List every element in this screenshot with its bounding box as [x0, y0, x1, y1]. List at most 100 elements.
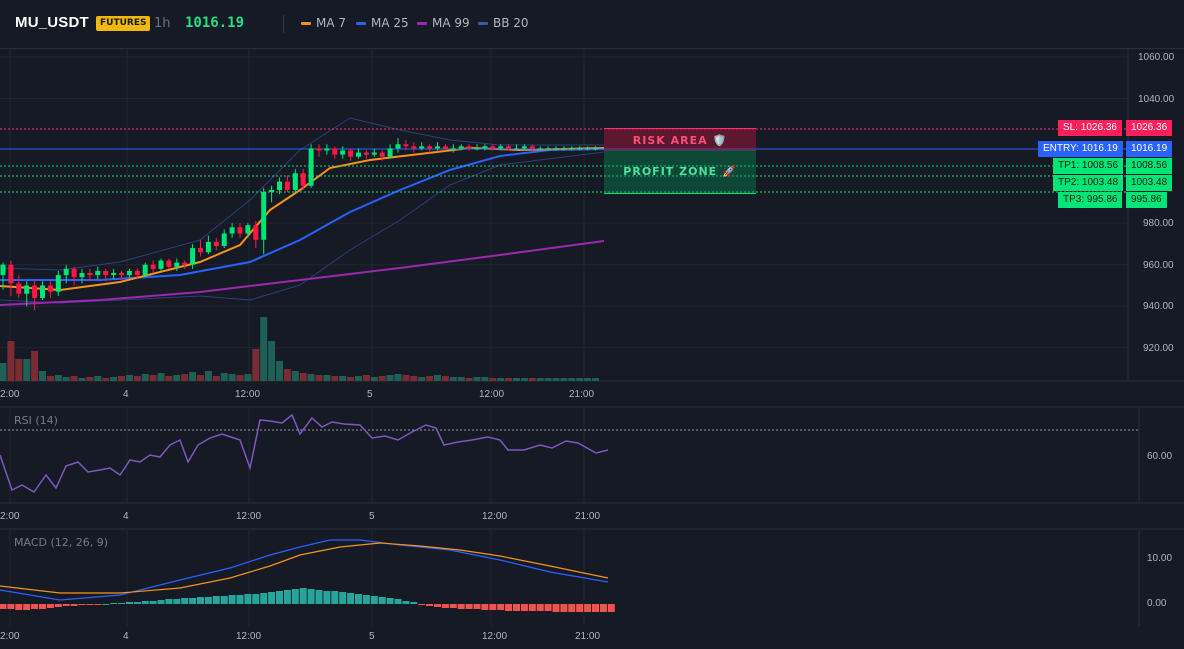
volume-bar — [94, 376, 102, 381]
macd-histogram-bar — [481, 604, 489, 610]
time-axis-label: 12:00 — [479, 389, 505, 400]
volume-bar — [355, 376, 362, 381]
volume-bar — [118, 376, 125, 381]
macd-histogram-bar — [592, 604, 599, 612]
candle-body — [119, 273, 124, 276]
candle-body — [245, 225, 251, 234]
candle-body — [585, 148, 591, 150]
volume-bar — [70, 376, 78, 381]
volume-bar — [31, 351, 39, 381]
macd-histogram-bar — [307, 589, 315, 604]
last-price: 1016.19 — [185, 15, 245, 31]
macd-histogram-bar — [110, 603, 118, 604]
volume-bar — [552, 378, 560, 381]
volume-bar — [141, 374, 149, 381]
tp2-axis-value: 1003.48 — [1126, 175, 1173, 191]
legend-ma7[interactable]: MA 7 — [301, 16, 346, 30]
legend-ma25[interactable]: MA 25 — [356, 16, 409, 30]
chart-canvas[interactable] — [0, 48, 1184, 649]
candle-body — [63, 268, 69, 276]
candle-body — [32, 285, 38, 298]
macd-histogram-bar — [552, 604, 560, 612]
candle-body — [47, 285, 53, 292]
time-axis-label: 21:00 — [575, 631, 601, 642]
macd-histogram-bar — [386, 598, 394, 604]
legend-bb20[interactable]: BB 20 — [478, 16, 529, 30]
price-axis-label: 920.00 — [1143, 343, 1174, 354]
volume-bar — [204, 371, 212, 381]
volume-bar — [149, 375, 157, 381]
time-axis-label: 12:00 — [235, 389, 261, 400]
candle-body — [427, 146, 433, 149]
time-axis-label: 12:00 — [236, 511, 262, 522]
candle-body — [537, 148, 543, 150]
macd-histogram-bar — [189, 598, 197, 604]
candle-body — [237, 227, 243, 234]
macd-histogram-bar — [418, 604, 426, 605]
macd-histogram-bar — [86, 604, 94, 605]
volume-bar — [528, 378, 536, 381]
candle-body — [103, 270, 109, 276]
candle-body — [134, 270, 140, 276]
timeframe-label[interactable]: 1h — [154, 16, 171, 31]
volume-bar — [189, 372, 197, 381]
volume-bar — [46, 376, 54, 381]
volume-bar — [23, 359, 31, 381]
volume-bar — [197, 375, 204, 381]
macd-histogram-bar — [165, 599, 173, 604]
ma25-line — [0, 148, 605, 281]
macd-histogram-bar — [520, 604, 528, 611]
candle-body — [253, 225, 259, 240]
time-axis-label: 2:00 — [0, 511, 20, 522]
macd-histogram-bar — [536, 604, 544, 611]
volume-bar — [244, 374, 252, 381]
macd-histogram-bar — [513, 604, 520, 611]
macd-histogram-bar — [39, 604, 46, 609]
volume-bar — [7, 341, 15, 381]
volume-bar — [362, 375, 370, 381]
candle-body — [577, 148, 583, 150]
legend-ma99-label: MA 99 — [432, 16, 470, 30]
chart-header: MU_USDT FUTURES 1h 1016.19 MA 7 MA 25 MA… — [0, 0, 1184, 49]
candle-body — [356, 152, 361, 157]
tp3-axis-value: 995.86 — [1126, 192, 1167, 208]
legend-ma99[interactable]: MA 99 — [417, 16, 470, 30]
volume-bar — [307, 374, 315, 381]
macd-signal-line — [0, 542, 609, 594]
candle-body — [182, 262, 188, 265]
time-axis-label: 4 — [123, 631, 129, 642]
candle-body — [16, 283, 22, 294]
macd-histogram-bar — [212, 596, 220, 604]
volume-bar — [315, 375, 323, 381]
ma99-line — [0, 240, 605, 306]
candle-body — [40, 285, 45, 298]
macd-histogram-bar — [23, 604, 31, 610]
candle-body — [363, 152, 369, 155]
volume-bar — [536, 378, 544, 381]
time-axis-label: 21:00 — [575, 511, 601, 522]
macd-histogram-bar — [283, 590, 291, 604]
macd-histogram-bar — [339, 592, 347, 604]
volume-bar — [54, 375, 62, 381]
candle-body — [0, 264, 6, 276]
candle-body — [174, 262, 180, 267]
volume-bar — [299, 373, 307, 381]
candle-body — [205, 241, 211, 253]
volume-bar — [410, 376, 418, 381]
candle-body — [308, 148, 314, 186]
candle-body — [79, 273, 85, 278]
volume-bar — [228, 374, 236, 381]
volume-bar — [86, 377, 94, 381]
symbol-name[interactable]: MU_USDT — [15, 14, 89, 31]
volume-bar — [39, 371, 46, 381]
rsi-axis-label: 60.00 — [1147, 451, 1173, 462]
macd-histogram-bar — [141, 601, 149, 604]
macd-histogram-bar — [236, 595, 244, 604]
macd-histogram-bar — [70, 604, 78, 606]
time-axis-label: 21:00 — [569, 389, 595, 400]
macd-histogram-bar — [497, 604, 505, 610]
macd-histogram-bar — [331, 591, 339, 604]
candle-body — [332, 148, 338, 155]
volume-bar — [449, 377, 457, 381]
macd-histogram-bar — [299, 588, 307, 604]
